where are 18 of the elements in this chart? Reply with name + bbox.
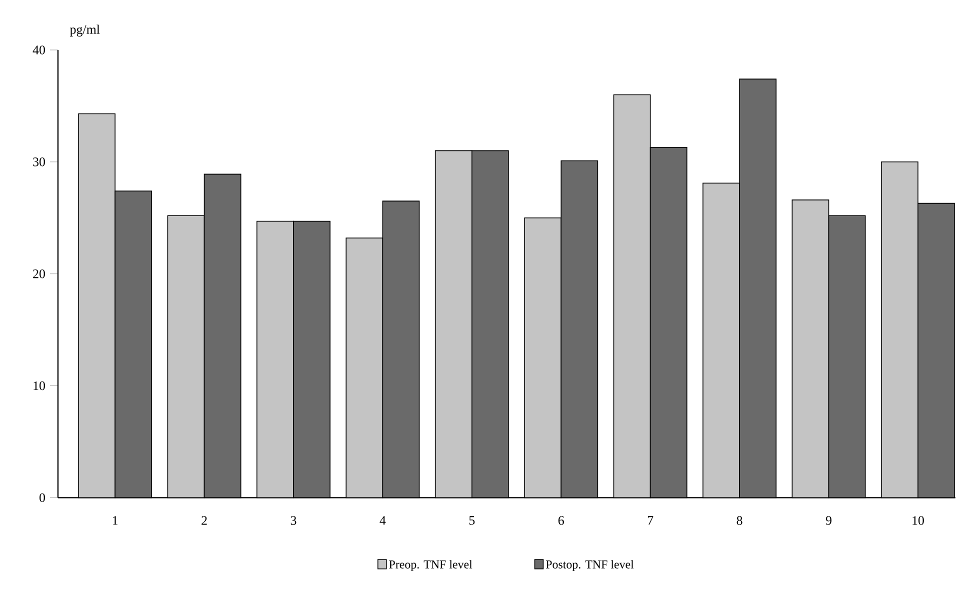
x-tick-label: 9 xyxy=(826,516,832,526)
x-tick-label: 3 xyxy=(290,516,296,526)
x-tick-label: 7 xyxy=(648,516,654,525)
x-tick-label: 2 xyxy=(202,516,207,525)
x-tick-label: 5 xyxy=(469,516,475,525)
legend-label: Postop. TNF level xyxy=(546,560,634,572)
y-tick-label: 30 xyxy=(33,158,45,166)
y-tick-label: 20 xyxy=(33,270,45,278)
y-tick-label: 0 xyxy=(40,494,45,502)
y-tick-label: 40 xyxy=(32,46,45,55)
y-axis-title: pg/ml xyxy=(70,24,100,37)
legend-label: Preop. TNF level xyxy=(389,560,472,572)
y-tick-label: 10 xyxy=(34,382,45,390)
x-tick-label: 10 xyxy=(912,516,924,526)
x-tick-label: 8 xyxy=(736,516,742,526)
x-tick-label: 6 xyxy=(558,516,564,526)
x-tick-label: 4 xyxy=(380,516,386,525)
x-tick-label: 1 xyxy=(112,516,118,525)
